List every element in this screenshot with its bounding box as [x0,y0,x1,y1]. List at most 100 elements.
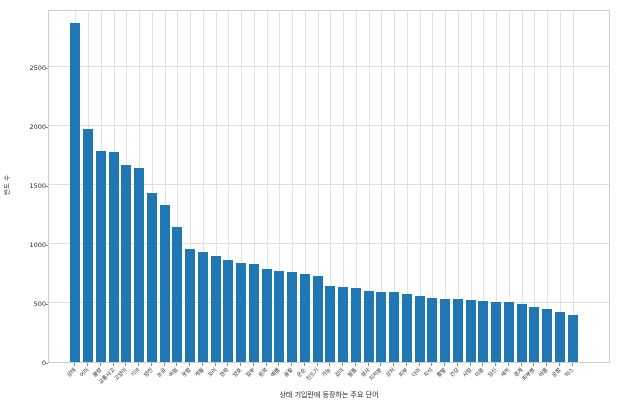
h-gridline [49,242,609,244]
v-gridline [559,11,561,362]
bar [108,151,119,362]
y-tick-mark [45,363,48,364]
x-tick-mark [99,363,101,366]
y-tick-label: 2500 [29,63,46,72]
plot-area [48,10,610,363]
x-tick-mark [201,363,203,366]
x-tick-mark [316,363,318,366]
bar [338,287,349,362]
bar [567,314,578,362]
bar [185,248,196,362]
v-gridline [164,11,166,362]
x-tick-mark [558,363,560,366]
bar [554,312,565,362]
x-tick-mark [214,363,216,366]
v-gridline [190,11,192,362]
v-gridline [202,11,204,362]
x-tick-mark [405,363,407,366]
v-gridline [457,11,459,362]
bar [465,300,476,362]
x-tick-mark [456,363,458,366]
v-gridline [470,11,472,362]
x-tick-mark [138,363,140,366]
bar [325,286,336,362]
bar [542,308,553,362]
bar [172,227,183,362]
y-tick-mark [45,67,48,69]
h-gridline [49,65,609,67]
bar [312,275,323,362]
v-gridline [343,11,345,362]
v-gridline [496,11,498,362]
x-tick-mark [227,363,229,366]
x-tick-mark [278,363,280,366]
x-tick-mark [265,363,267,366]
bar [414,295,425,362]
v-gridline [521,11,523,362]
x-tick-mark [329,363,331,366]
v-gridline [177,11,179,362]
x-tick-mark [176,363,178,366]
bar [146,193,157,362]
bar [95,150,106,362]
x-tick-mark [444,363,446,366]
bar [401,293,412,362]
x-tick-mark [150,363,152,366]
y-tick-label: 1500 [29,181,46,190]
bar [478,300,489,362]
bar [223,259,234,362]
bar [491,301,502,362]
v-gridline [445,11,447,362]
x-tick-mark [431,363,433,366]
y-tick-label: 2000 [29,122,46,131]
y-tick-mark [45,126,48,128]
v-gridline [228,11,230,362]
bar [248,264,259,362]
bar [134,168,145,362]
y-tick-mark [45,185,48,187]
x-tick-mark [520,363,522,366]
bar [121,164,132,362]
v-gridline [483,11,485,362]
bar [299,274,310,362]
x-tick-mark [303,363,305,366]
x-axis-label: 상태 기입란에 등장하는 주요 단어 [279,391,379,399]
x-tick-mark [380,363,382,366]
v-gridline [419,11,421,362]
v-gridline [151,11,153,362]
x-tick-mark [495,363,497,366]
v-gridline [406,11,408,362]
bar [350,288,361,362]
bar [389,292,400,362]
bar [503,302,514,362]
h-gridline [49,124,609,126]
y-tick-label: 1000 [29,240,46,249]
v-gridline [330,11,332,362]
x-tick-mark [507,363,509,366]
x-tick-mark [291,363,293,366]
v-gridline [253,11,255,362]
bar [287,272,298,362]
bar [261,269,272,362]
v-gridline [547,11,549,362]
y-tick-label: 0 [41,358,46,367]
x-tick-mark [354,363,356,366]
v-gridline [317,11,319,362]
x-tick-mark [240,363,242,366]
v-gridline [534,11,536,362]
x-tick-mark [74,363,76,366]
bar [516,303,527,362]
x-tick-mark [163,363,165,366]
bar [159,204,170,362]
v-gridline [394,11,396,362]
v-gridline [215,11,217,362]
bar [376,291,387,362]
x-tick-mark [342,363,344,366]
bar [363,290,374,362]
y-tick-mark [45,244,48,246]
v-gridline [279,11,281,362]
bar [440,299,451,362]
v-gridline [266,11,268,362]
bar [529,306,540,362]
v-gridline [572,11,574,362]
